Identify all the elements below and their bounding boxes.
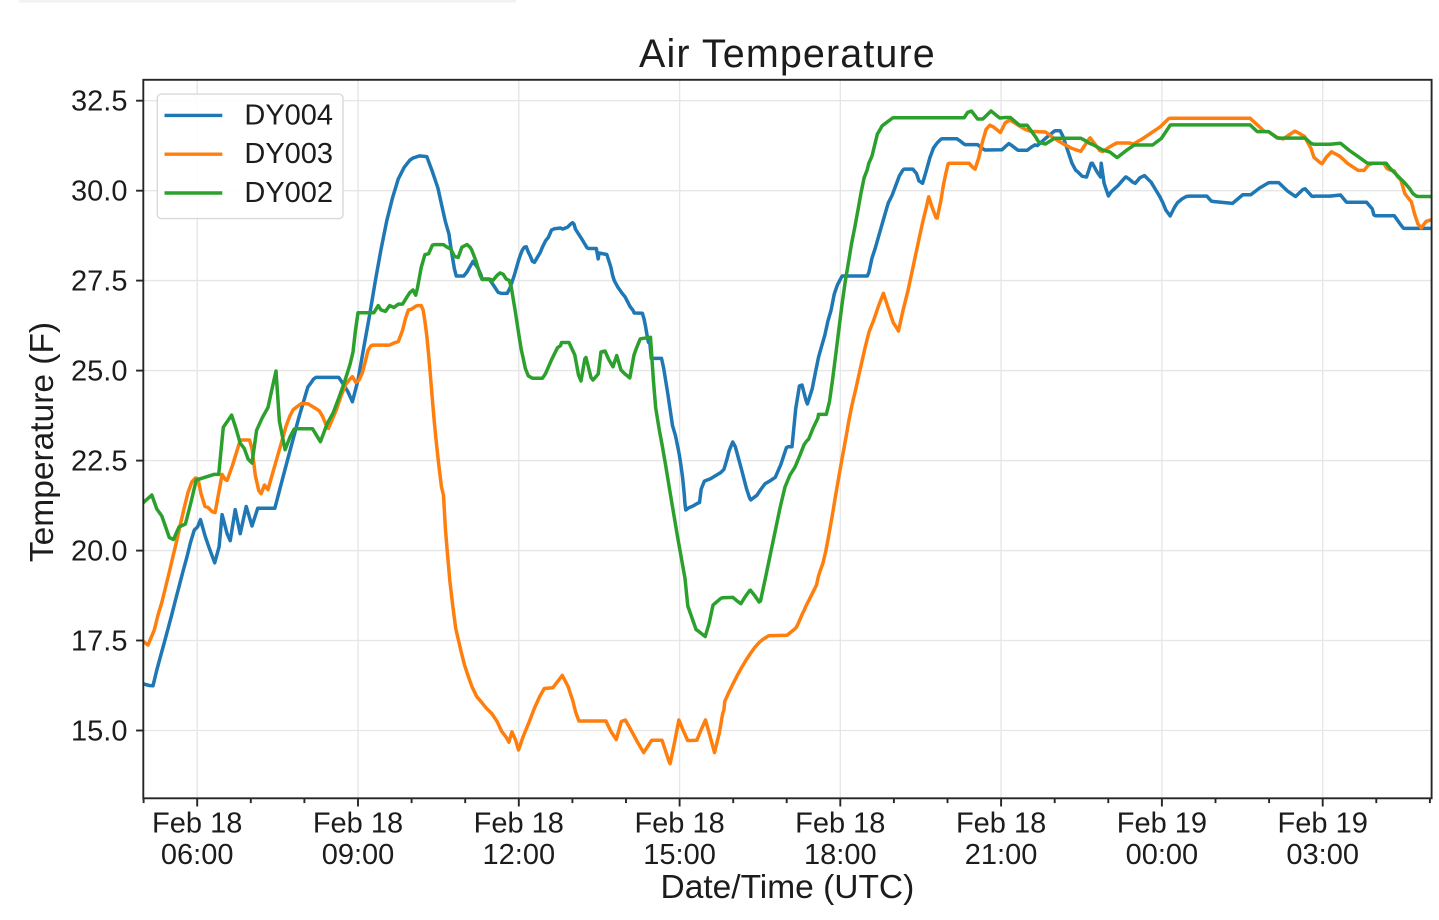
svg-text:06:00: 06:00	[161, 839, 234, 871]
svg-text:Feb 18: Feb 18	[956, 808, 1046, 840]
svg-text:Feb 19: Feb 19	[1117, 808, 1207, 840]
svg-text:Temperature (F): Temperature (F)	[24, 322, 61, 562]
svg-text:18:00: 18:00	[804, 839, 877, 871]
svg-text:32.5: 32.5	[71, 86, 127, 118]
svg-text:09:00: 09:00	[322, 839, 395, 871]
svg-text:17.5: 17.5	[71, 626, 127, 658]
svg-text:DY004: DY004	[244, 99, 333, 131]
svg-text:Feb 18: Feb 18	[474, 808, 564, 840]
svg-text:Feb 18: Feb 18	[313, 808, 403, 840]
svg-text:30.0: 30.0	[71, 176, 127, 208]
svg-text:03:00: 03:00	[1286, 839, 1359, 871]
svg-text:DY002: DY002	[244, 177, 333, 209]
svg-text:20.0: 20.0	[71, 536, 127, 568]
svg-text:15.0: 15.0	[71, 716, 127, 748]
svg-text:Air Temperature: Air Temperature	[639, 32, 936, 76]
svg-text:Feb 19: Feb 19	[1278, 808, 1368, 840]
svg-text:22.5: 22.5	[71, 446, 127, 478]
svg-text:27.5: 27.5	[71, 266, 127, 298]
svg-text:15:00: 15:00	[643, 839, 716, 871]
svg-text:Date/Time (UTC): Date/Time (UTC)	[661, 869, 915, 906]
svg-text:21:00: 21:00	[965, 839, 1038, 871]
svg-text:Feb 18: Feb 18	[634, 808, 724, 840]
svg-text:Feb 18: Feb 18	[152, 808, 242, 840]
svg-text:00:00: 00:00	[1126, 839, 1199, 871]
svg-text:25.0: 25.0	[71, 356, 127, 388]
svg-text:12:00: 12:00	[483, 839, 556, 871]
svg-text:DY003: DY003	[244, 138, 333, 170]
svg-text:Feb 18: Feb 18	[795, 808, 885, 840]
